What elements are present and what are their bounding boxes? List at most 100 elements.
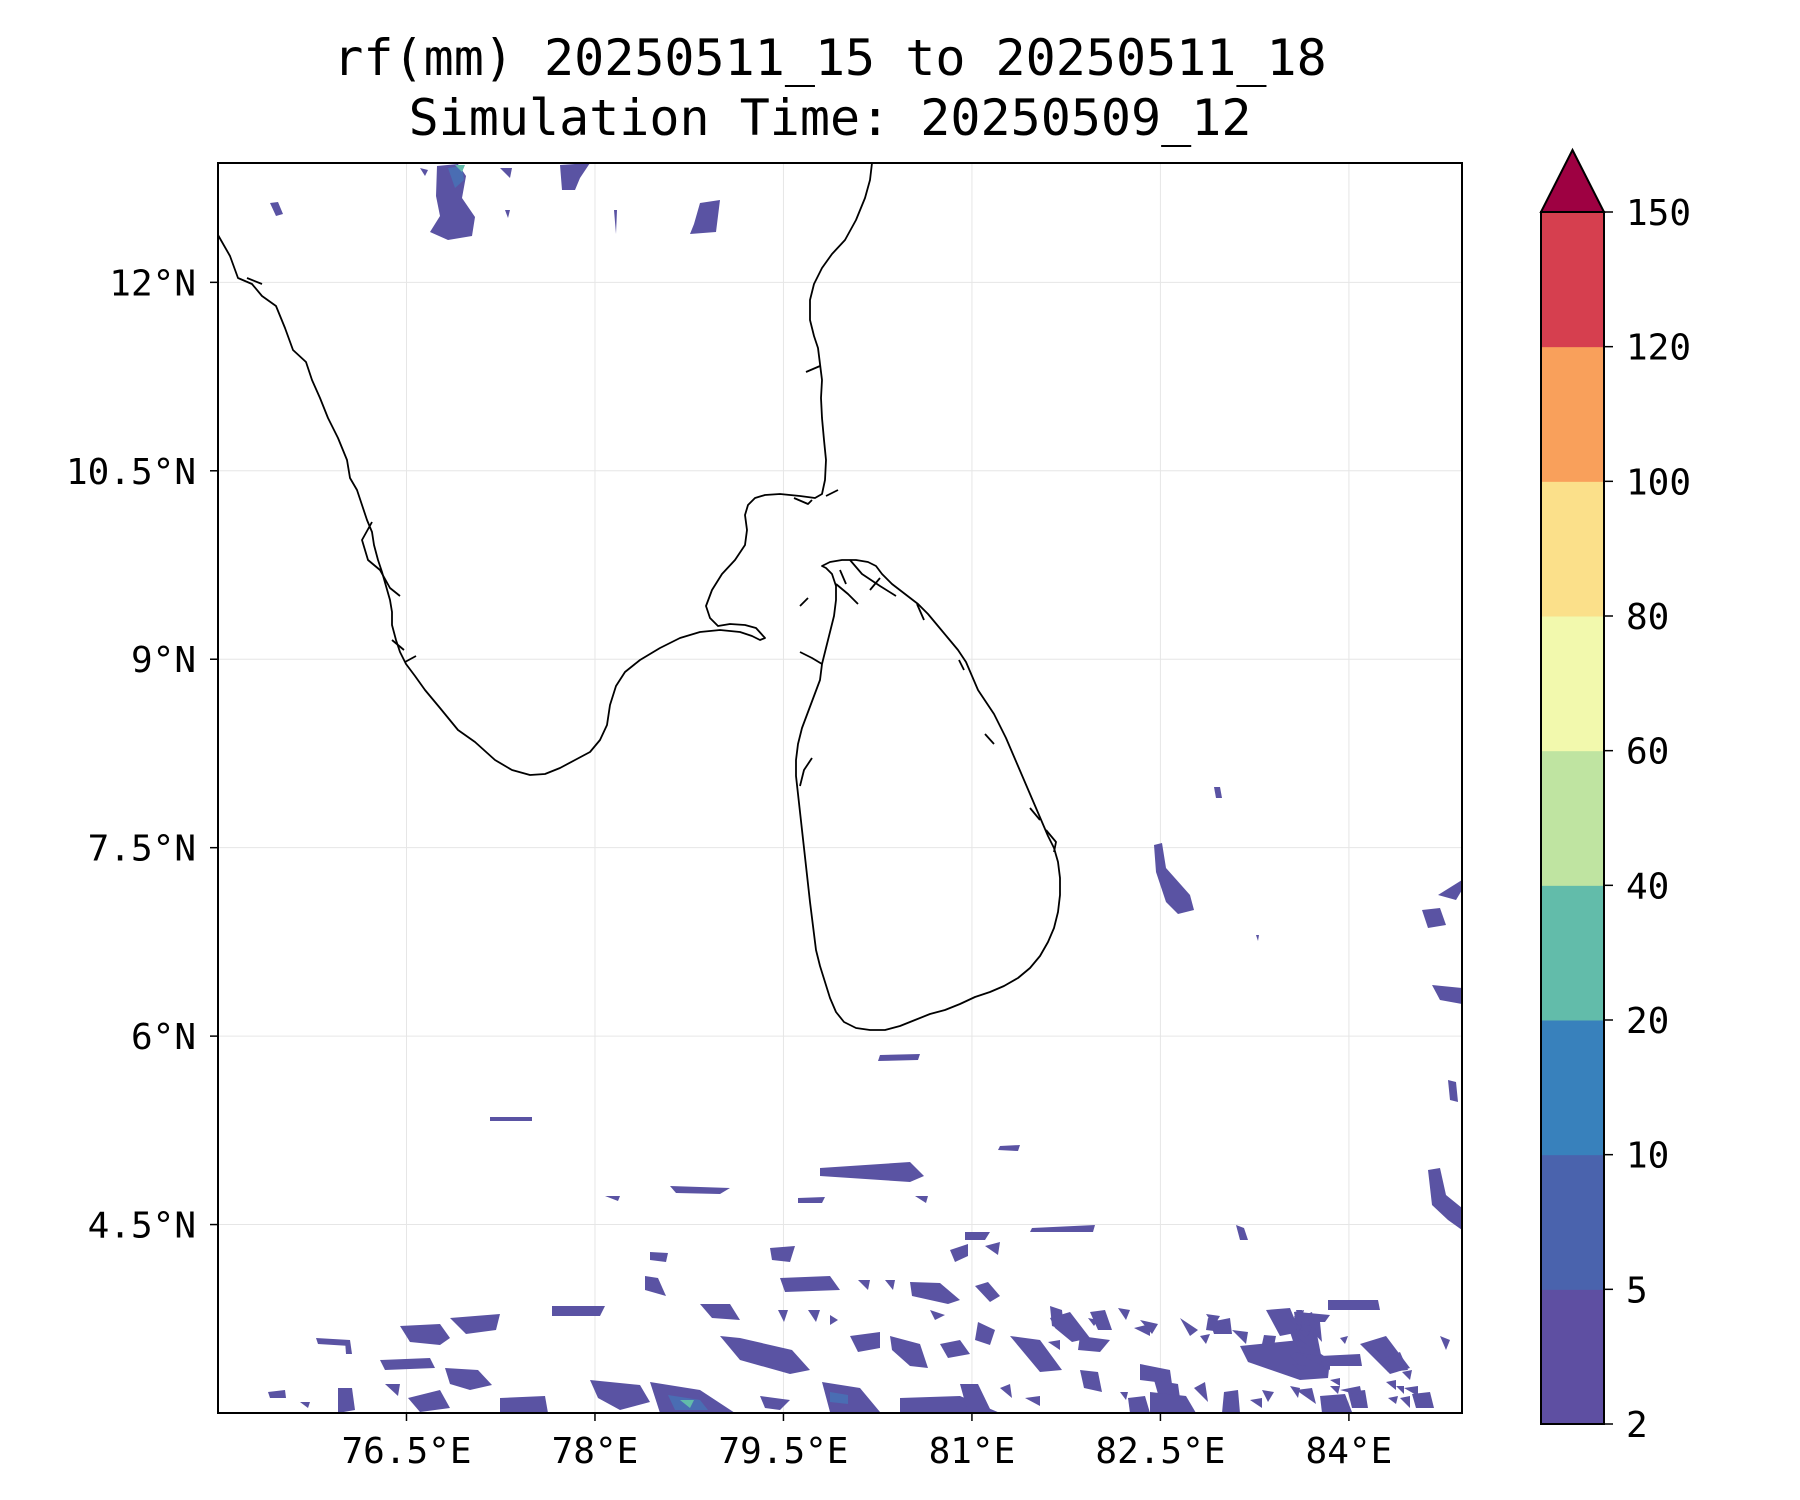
colorbar-tick-label: 10 bbox=[1626, 1136, 1669, 1177]
rain-blob bbox=[1402, 1370, 1412, 1380]
rain-blob bbox=[975, 1282, 1000, 1302]
coast-detail bbox=[849, 559, 897, 597]
colorbar-segment bbox=[1541, 616, 1604, 752]
rain-blob bbox=[380, 1358, 435, 1370]
rain-blob bbox=[830, 1315, 838, 1325]
rain-blob bbox=[338, 1388, 355, 1413]
colorbar-extend-arrow bbox=[1539, 147, 1606, 213]
rain-blob bbox=[1088, 1318, 1098, 1326]
colorbar-segment bbox=[1541, 212, 1604, 348]
rain-blob bbox=[500, 1396, 548, 1413]
rain-blob bbox=[1080, 1370, 1102, 1392]
rain-blob bbox=[1396, 1386, 1404, 1394]
rain-blob bbox=[430, 164, 475, 240]
rain-blob bbox=[1400, 1396, 1410, 1408]
rain-blob bbox=[1050, 1312, 1090, 1342]
colorbar-segment bbox=[1541, 750, 1604, 886]
colorbar-segment bbox=[1541, 1020, 1604, 1156]
rain-blob bbox=[1266, 1308, 1300, 1336]
coast-detail bbox=[984, 733, 995, 745]
rain-blob bbox=[822, 1382, 880, 1412]
colorbar-tick-label: 120 bbox=[1626, 328, 1691, 369]
rain-blob bbox=[420, 168, 428, 176]
colorbar-segment bbox=[1541, 346, 1604, 482]
colorbar-tick-label: 80 bbox=[1626, 597, 1669, 638]
rain-blob bbox=[1236, 1225, 1248, 1240]
rain-blob bbox=[505, 210, 510, 218]
rain-blob bbox=[1140, 1364, 1172, 1384]
rain-blob bbox=[1328, 1300, 1380, 1310]
rain-blob bbox=[1200, 1334, 1210, 1344]
rain-blob bbox=[1180, 1318, 1198, 1336]
rain-blob bbox=[1520, 1300, 1536, 1306]
rain-blob bbox=[890, 1336, 928, 1368]
lat-ticks: 4.5°N 6°N 7.5°N 9°N 10.5°N 12°N bbox=[66, 263, 218, 1247]
rain-blob bbox=[1150, 1392, 1196, 1413]
rain-blob bbox=[1010, 1336, 1062, 1372]
rain-blob bbox=[670, 1186, 730, 1194]
rain-blob bbox=[645, 1276, 666, 1296]
rain-blob bbox=[930, 1310, 945, 1320]
rain-blob bbox=[770, 1246, 795, 1262]
coast-detail bbox=[839, 569, 847, 585]
colorbar-segment bbox=[1541, 1289, 1604, 1425]
rain-blob bbox=[268, 1390, 286, 1398]
rain-blob bbox=[1290, 1352, 1298, 1364]
coast-detail bbox=[805, 365, 821, 373]
lat-tick-label: 10.5°N bbox=[66, 452, 196, 493]
rain-blob bbox=[1438, 880, 1462, 900]
rain-blob bbox=[680, 1400, 694, 1408]
map-frame bbox=[217, 162, 1463, 1414]
lat-tick-label: 7.5°N bbox=[88, 829, 196, 870]
coast-detail bbox=[825, 489, 839, 497]
rain-blob bbox=[614, 210, 617, 234]
coast-detail bbox=[246, 277, 263, 285]
rain-blob bbox=[1256, 935, 1259, 941]
rain-blob bbox=[1320, 1354, 1362, 1366]
rain-blob bbox=[500, 168, 512, 178]
rain-blob bbox=[700, 1304, 740, 1320]
rain-blob bbox=[1298, 1316, 1310, 1326]
rain-blob bbox=[490, 1117, 532, 1121]
rain-blob bbox=[1118, 1308, 1130, 1320]
rain-blob bbox=[1194, 1382, 1208, 1402]
coast-detail bbox=[1045, 829, 1057, 853]
lon-tick-label: 82.5°E bbox=[1095, 1431, 1225, 1472]
rain-blob bbox=[820, 1162, 924, 1182]
rain-blob bbox=[1380, 1352, 1408, 1372]
rain-blob bbox=[552, 1306, 605, 1316]
rain-blob bbox=[690, 200, 720, 234]
rain-blob bbox=[878, 1054, 920, 1061]
rain-blob bbox=[1432, 985, 1462, 1004]
lon-tick-label: 78°E bbox=[552, 1431, 639, 1472]
rain-blob bbox=[1030, 1225, 1095, 1232]
colorbar-segment bbox=[1541, 885, 1604, 1021]
colorbar-tick-label: 5 bbox=[1626, 1270, 1648, 1311]
rain-blob bbox=[808, 1310, 820, 1322]
coastlines bbox=[218, 163, 1061, 1031]
rain-blob bbox=[1296, 1336, 1310, 1344]
coast-detail bbox=[1029, 807, 1041, 821]
rain-blob bbox=[300, 1402, 310, 1408]
colorbar: 2 5 10 20 40 60 80 100 120 150 bbox=[1539, 147, 1691, 1446]
rain-blob bbox=[1128, 1396, 1150, 1413]
rain-blob bbox=[998, 1145, 1020, 1151]
coast-detail bbox=[799, 651, 823, 665]
rain-blob bbox=[1206, 1318, 1225, 1332]
coast-detail bbox=[404, 655, 417, 663]
rain-blob bbox=[1334, 1396, 1346, 1402]
title-line-2: Simulation Time: 20250509_12 bbox=[408, 89, 1252, 147]
rain-blob bbox=[345, 1340, 352, 1354]
colorbar-segment bbox=[1541, 1154, 1604, 1290]
colorbar-tick-label: 40 bbox=[1626, 866, 1669, 907]
rain-blob bbox=[408, 1390, 450, 1412]
rainfall-contours bbox=[268, 163, 1536, 1413]
rain-blob bbox=[1240, 1340, 1330, 1380]
rain-blob bbox=[975, 1322, 995, 1345]
rain-blob bbox=[1294, 1340, 1304, 1350]
lat-tick-label: 12°N bbox=[109, 263, 196, 304]
rain-blob bbox=[1048, 1340, 1060, 1350]
rain-blob bbox=[1404, 1386, 1418, 1396]
colorbar-tick-label: 150 bbox=[1626, 193, 1691, 234]
rain-blob bbox=[1386, 1380, 1396, 1390]
